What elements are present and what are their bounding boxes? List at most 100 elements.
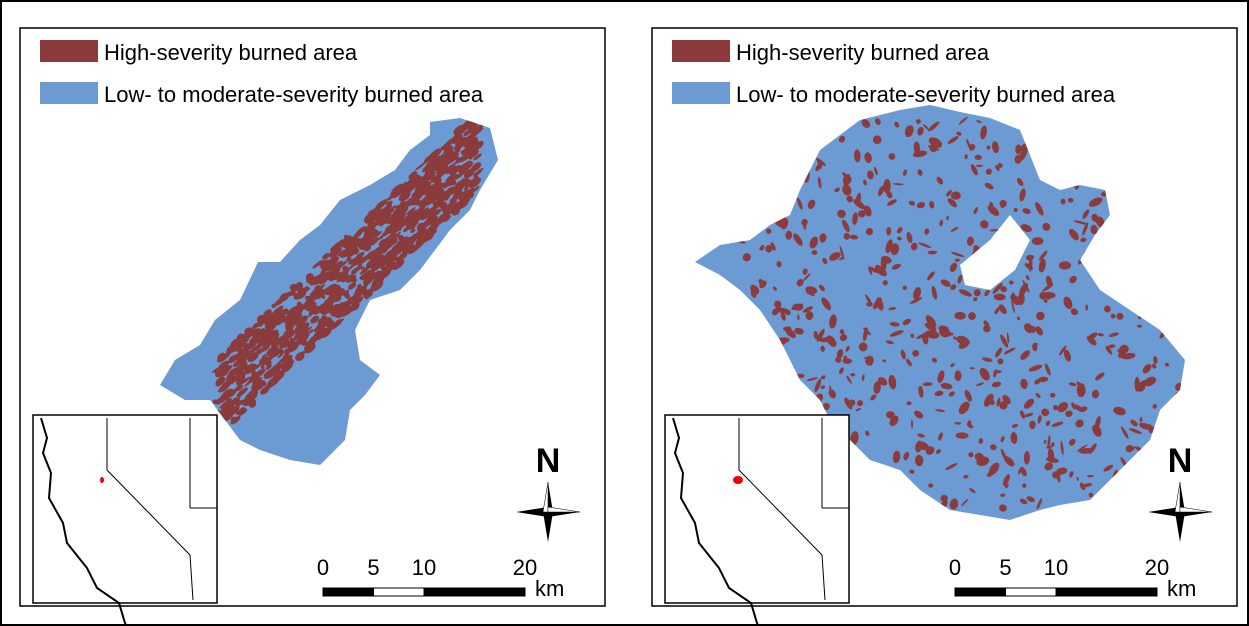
severity-patch bbox=[774, 192, 784, 197]
severity-patch bbox=[1004, 483, 1009, 489]
severity-patch bbox=[1110, 313, 1116, 319]
severity-patch bbox=[817, 176, 822, 189]
severity-patch bbox=[1009, 280, 1014, 285]
severity-patch bbox=[1100, 495, 1114, 500]
severity-patch bbox=[882, 280, 888, 286]
severity-patch bbox=[1118, 489, 1124, 497]
severity-patch bbox=[212, 399, 218, 405]
severity-patch bbox=[346, 246, 358, 256]
severity-patch bbox=[752, 370, 756, 375]
severity-patch bbox=[1105, 345, 1113, 355]
severity-patch bbox=[1020, 350, 1031, 360]
severity-patch bbox=[350, 302, 360, 312]
severity-patch bbox=[994, 307, 1000, 315]
severity-patch bbox=[1069, 275, 1077, 284]
severity-patch bbox=[1067, 197, 1074, 203]
severity-patch bbox=[407, 214, 416, 222]
severity-patch bbox=[260, 379, 267, 387]
severity-patch bbox=[230, 416, 238, 424]
severity-patch bbox=[369, 257, 379, 266]
severity-patch bbox=[807, 199, 816, 209]
severity-patch bbox=[843, 232, 851, 240]
severity-patch bbox=[754, 192, 761, 208]
severity-patch bbox=[858, 210, 866, 218]
severity-patch bbox=[891, 263, 901, 270]
severity-patch bbox=[248, 400, 256, 408]
severity-patch bbox=[842, 219, 850, 233]
severity-patch bbox=[1050, 148, 1059, 157]
severity-patch bbox=[793, 233, 803, 246]
severity-patch bbox=[282, 328, 294, 338]
severity-patch bbox=[775, 307, 790, 314]
severity-patch bbox=[395, 205, 409, 217]
severity-patch bbox=[963, 474, 969, 479]
severity-patch bbox=[225, 391, 232, 397]
severity-patch bbox=[964, 154, 968, 160]
severity-patch bbox=[405, 197, 416, 207]
severity-patch bbox=[226, 374, 239, 385]
severity-patch bbox=[339, 249, 349, 258]
severity-patch bbox=[455, 136, 467, 146]
severity-patch bbox=[992, 141, 999, 154]
severity-patch bbox=[935, 449, 942, 454]
severity-patch bbox=[399, 254, 406, 260]
severity-patch bbox=[398, 235, 405, 242]
severity-patch bbox=[1000, 493, 1006, 497]
severity-patch bbox=[1052, 471, 1060, 479]
severity-patch bbox=[880, 259, 887, 269]
severity-patch bbox=[321, 315, 329, 323]
severity-patch bbox=[273, 363, 282, 371]
severity-patch bbox=[1016, 177, 1024, 187]
severity-patch bbox=[360, 266, 365, 270]
severity-patch bbox=[1124, 194, 1132, 203]
severity-patch bbox=[842, 184, 852, 196]
severity-patch bbox=[992, 282, 1003, 294]
severity-patch bbox=[752, 395, 759, 404]
severity-patch bbox=[1145, 296, 1152, 301]
severity-patch bbox=[346, 256, 352, 262]
severity-patch bbox=[1051, 421, 1064, 427]
severity-patch bbox=[393, 245, 403, 255]
severity-patch bbox=[447, 164, 456, 172]
severity-patch bbox=[292, 307, 304, 317]
severity-patch bbox=[1043, 299, 1048, 303]
severity-patch bbox=[1095, 372, 1105, 381]
severity-patch bbox=[222, 365, 233, 374]
severity-patch bbox=[822, 257, 828, 265]
severity-patch bbox=[1082, 222, 1089, 236]
severity-patch bbox=[1104, 305, 1111, 313]
severity-patch bbox=[1057, 402, 1069, 413]
severity-patch bbox=[270, 360, 283, 371]
severity-patch bbox=[782, 192, 790, 198]
severity-patch bbox=[433, 176, 442, 185]
severity-patch bbox=[451, 205, 459, 212]
severity-patch bbox=[1013, 207, 1018, 213]
severity-patch bbox=[454, 131, 462, 138]
panel-frame bbox=[19, 27, 606, 607]
severity-patch bbox=[750, 373, 757, 383]
severity-patch bbox=[855, 407, 861, 412]
severity-patch bbox=[984, 182, 994, 190]
severity-patch bbox=[936, 176, 944, 185]
severity-patch bbox=[989, 201, 994, 213]
severity-patch bbox=[443, 204, 452, 212]
severity-patch bbox=[969, 488, 976, 494]
severity-patch bbox=[1108, 332, 1120, 338]
severity-patch bbox=[288, 341, 299, 350]
severity-patch bbox=[264, 323, 276, 333]
severity-patch bbox=[1129, 207, 1136, 215]
inset-fire bbox=[733, 476, 743, 484]
severity-patch bbox=[956, 335, 969, 345]
severity-patch bbox=[743, 404, 752, 409]
severity-patch bbox=[902, 285, 908, 290]
severity-patch bbox=[955, 432, 969, 439]
severity-patch bbox=[756, 209, 763, 216]
severity-patch bbox=[333, 265, 343, 273]
severity-patch bbox=[814, 378, 822, 393]
severity-patch bbox=[1136, 324, 1143, 328]
severity-patch bbox=[253, 353, 258, 358]
severity-patch bbox=[912, 502, 920, 509]
severity-patch bbox=[367, 220, 375, 226]
severity-patch bbox=[1019, 188, 1026, 202]
severity-patch bbox=[844, 397, 853, 410]
